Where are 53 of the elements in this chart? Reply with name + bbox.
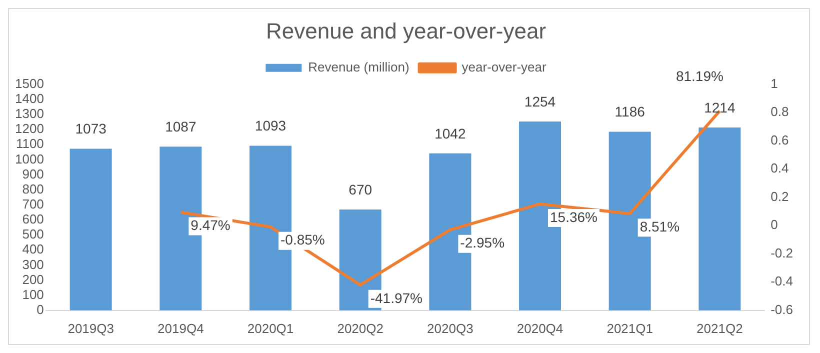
y-tick-label: 200 (22, 272, 44, 287)
x-tick-label: 2021Q1 (606, 320, 653, 336)
y2-tick-label: 0 (770, 217, 778, 232)
x-tick-label: 2020Q3 (427, 320, 474, 336)
y2-tick-label: 0.4 (770, 160, 789, 176)
y-tick-label: 1100 (16, 136, 44, 152)
data-label: 1042 (434, 125, 466, 142)
y-tick-label: 700 (22, 196, 44, 212)
data-label: 1214 (704, 99, 736, 116)
y2-tick-label: 1 (770, 76, 778, 91)
data-label: 1093 (254, 118, 286, 134)
data-label: 670 (348, 181, 372, 198)
x-tick-label: 2019Q3 (68, 320, 114, 336)
x-tick-label: 2021Q2 (696, 320, 743, 336)
y-tick-label: 600 (22, 212, 44, 227)
y-tick-label: 300 (22, 256, 44, 272)
data-label: -41.97% (370, 290, 422, 306)
y-tick-label: 800 (22, 181, 44, 196)
y2-tick-label: 0.2 (770, 188, 789, 204)
y-tick-label: 900 (22, 166, 44, 182)
y-tick-label: 1000 (15, 151, 44, 166)
x-tick-label: 2020Q2 (337, 320, 384, 336)
y-tick-label: 100 (22, 286, 44, 302)
legend-label: year-over-year (462, 59, 548, 74)
y-tick-label: 1400 (15, 91, 44, 106)
data-label: -2.95% (460, 234, 505, 251)
y2-tick-label: 0.6 (770, 132, 789, 148)
data-label: 9.47% (190, 217, 230, 234)
x-tick-label: 2020Q4 (516, 320, 564, 336)
legend-label: Revenue (million) (308, 59, 410, 74)
data-label: 1073 (75, 120, 107, 137)
data-label: 8.51% (640, 218, 680, 234)
data-label: -0.85% (280, 232, 325, 248)
data-label: 15.36% (550, 208, 598, 225)
x-tick-label: 2019Q4 (158, 320, 204, 336)
y-tick-label: 400 (22, 242, 44, 257)
y-tick-label: 0 (36, 302, 44, 317)
y2-tick-label: -0.2 (770, 245, 794, 260)
data-label: 1254 (524, 93, 556, 110)
data-label: 1186 (614, 104, 646, 120)
y-tick-label: 1200 (15, 121, 44, 136)
chart-title: Revenue and year-over-year (266, 18, 546, 44)
data-label: 81.19% (676, 68, 724, 84)
y-tick-label: 1500 (15, 76, 44, 91)
x-tick-label: 2020Q1 (247, 320, 294, 336)
bar (698, 127, 741, 310)
y2-tick-label: 0.8 (770, 104, 789, 120)
y-tick-label: 500 (22, 226, 44, 242)
bar (70, 148, 112, 310)
y2-tick-label: -0.4 (770, 274, 794, 289)
y-tick-label: 1300 (15, 106, 44, 122)
y2-tick-label: -0.6 (770, 302, 794, 317)
data-label: 1087 (165, 118, 196, 134)
